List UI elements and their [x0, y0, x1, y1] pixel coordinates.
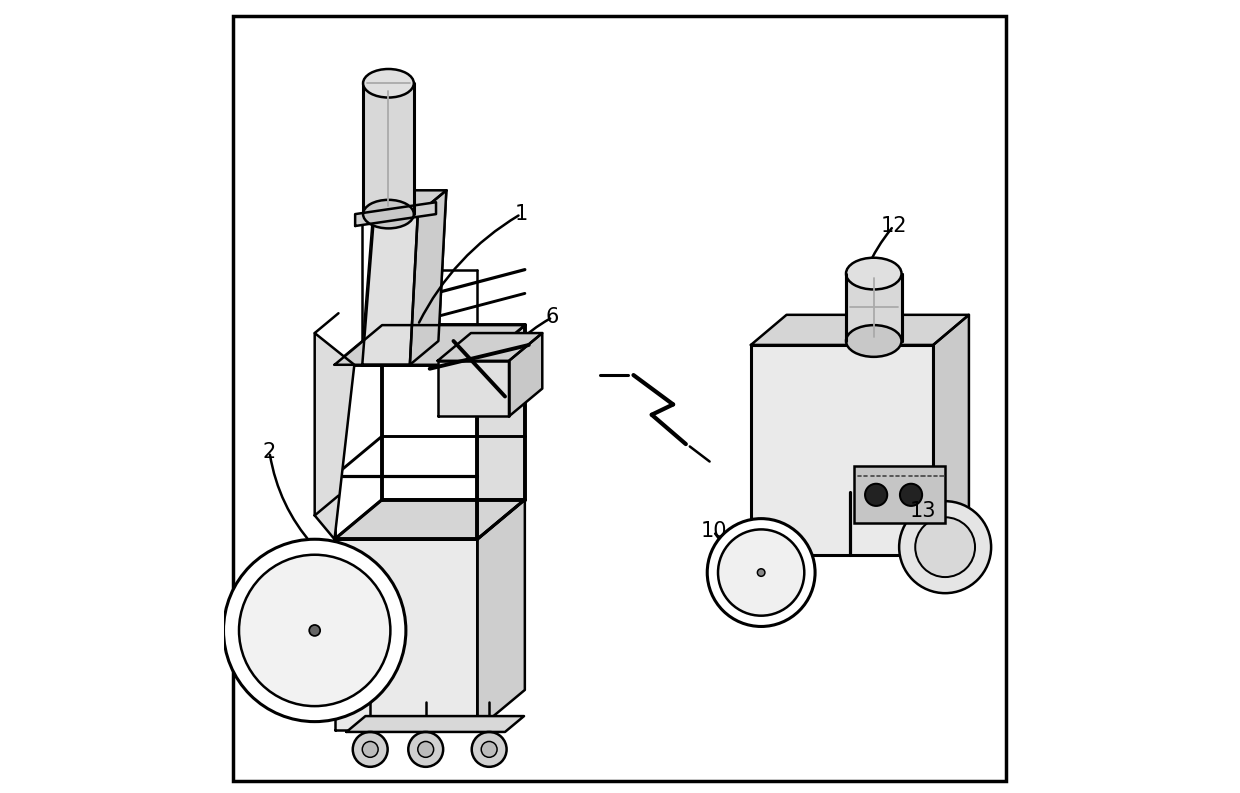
Circle shape: [899, 501, 991, 593]
Polygon shape: [751, 345, 934, 555]
Circle shape: [866, 484, 888, 506]
Ellipse shape: [846, 325, 901, 357]
Bar: [846, 274, 901, 341]
Polygon shape: [335, 539, 477, 730]
Polygon shape: [438, 333, 542, 361]
Polygon shape: [934, 315, 968, 555]
Polygon shape: [508, 333, 542, 416]
Circle shape: [758, 569, 765, 577]
Polygon shape: [355, 202, 436, 226]
Bar: [854, 466, 945, 523]
Polygon shape: [477, 325, 525, 539]
Ellipse shape: [363, 69, 414, 98]
Polygon shape: [438, 361, 508, 416]
Circle shape: [471, 732, 507, 767]
Polygon shape: [410, 190, 446, 365]
Circle shape: [362, 741, 378, 757]
Polygon shape: [374, 190, 446, 214]
Circle shape: [915, 517, 975, 577]
Ellipse shape: [363, 200, 414, 228]
Text: 2: 2: [263, 442, 277, 462]
Text: 12: 12: [880, 216, 906, 236]
Text: 6: 6: [546, 307, 559, 328]
Ellipse shape: [846, 258, 901, 289]
Text: 10: 10: [701, 521, 727, 542]
Polygon shape: [751, 315, 968, 345]
Polygon shape: [362, 214, 418, 365]
Polygon shape: [346, 716, 525, 732]
Circle shape: [900, 484, 923, 506]
Circle shape: [309, 625, 320, 636]
Circle shape: [352, 732, 388, 767]
Circle shape: [707, 519, 815, 626]
Text: 1: 1: [515, 204, 527, 224]
Polygon shape: [335, 325, 525, 365]
Circle shape: [239, 555, 391, 706]
Polygon shape: [477, 500, 525, 730]
Circle shape: [718, 530, 805, 615]
Polygon shape: [315, 333, 355, 539]
Circle shape: [481, 741, 497, 757]
Polygon shape: [335, 500, 525, 539]
Text: 13: 13: [910, 501, 936, 522]
Circle shape: [223, 539, 405, 722]
Bar: [363, 83, 414, 214]
Circle shape: [418, 741, 434, 757]
Circle shape: [408, 732, 443, 767]
